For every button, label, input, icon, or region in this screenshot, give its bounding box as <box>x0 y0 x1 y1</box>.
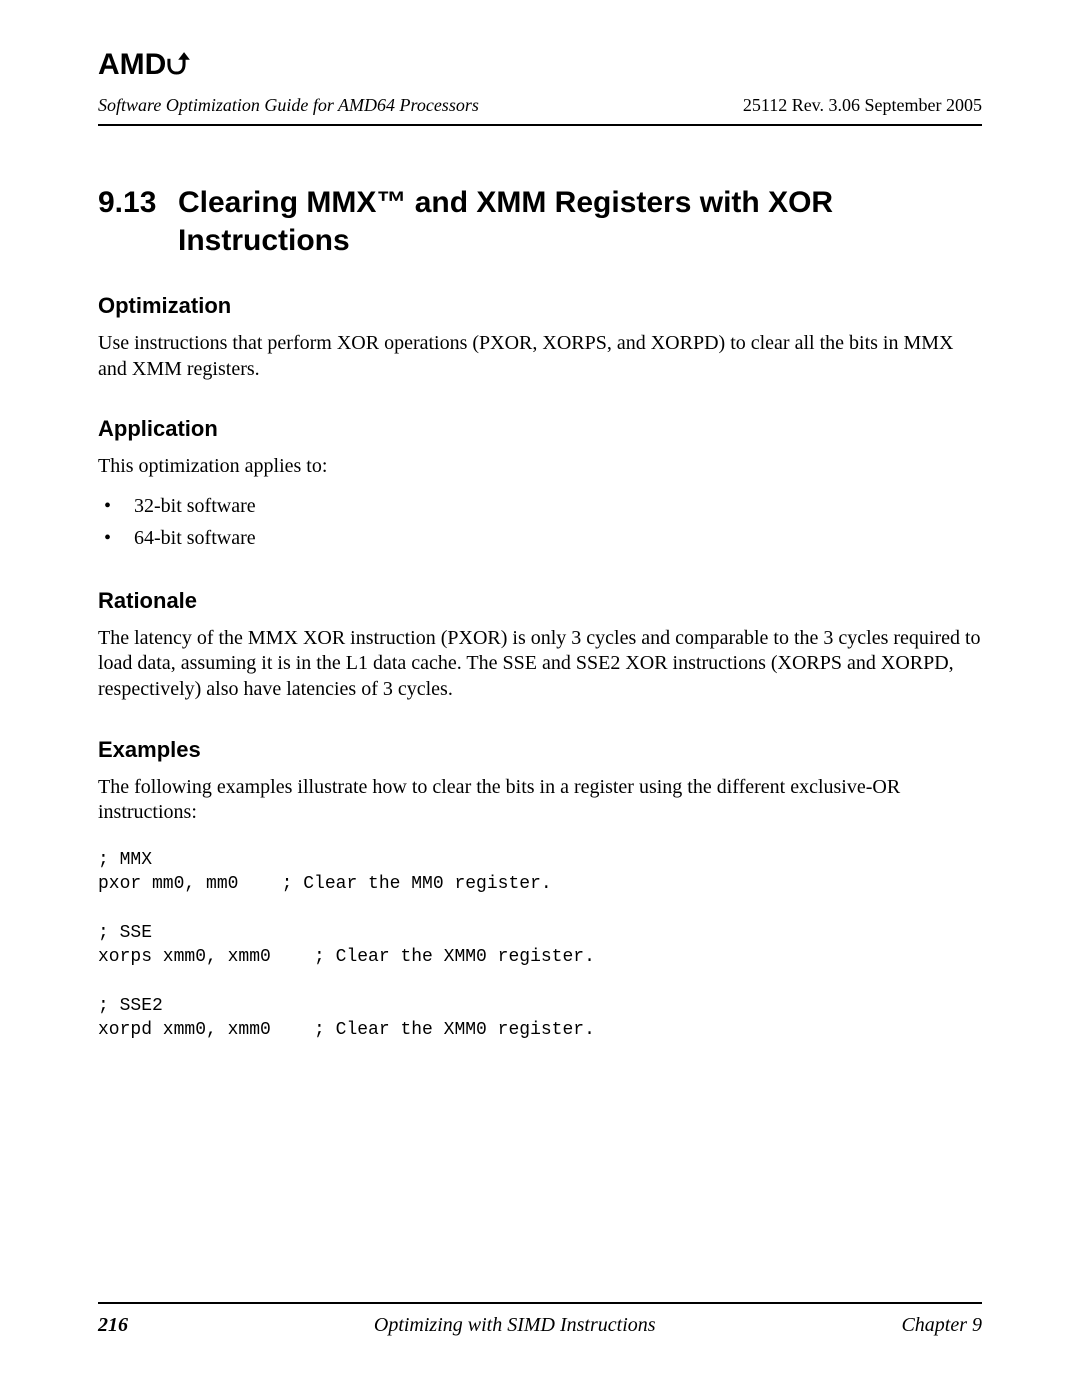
rationale-text: The latency of the MMX XOR instruction (… <box>98 626 982 703</box>
running-footer: 216 Optimizing with SIMD Instructions Ch… <box>98 1302 982 1337</box>
page-number: 216 <box>98 1314 128 1337</box>
doc-meta: 25112 Rev. 3.06 September 2005 <box>743 95 982 116</box>
running-header: Software Optimization Guide for AMD64 Pr… <box>98 95 982 122</box>
list-item: 32-bit software <box>98 490 982 522</box>
page: AMD⮍ Software Optimization Guide for AMD… <box>0 0 1080 1397</box>
footer-row: 216 Optimizing with SIMD Instructions Ch… <box>98 1314 982 1337</box>
footer-center: Optimizing with SIMD Instructions <box>128 1314 901 1337</box>
code-block: ; MMX pxor mm0, mm0 ; Clear the MM0 regi… <box>98 848 982 1042</box>
application-list: 32-bit software 64-bit software <box>98 490 982 554</box>
subhead-application: Application <box>98 416 982 442</box>
list-item: 64-bit software <box>98 522 982 554</box>
footer-rule <box>98 1302 982 1304</box>
logo-text: AMD <box>98 48 166 81</box>
subhead-rationale: Rationale <box>98 588 982 614</box>
section-number: 9.13 <box>98 184 178 259</box>
optimization-text: Use instructions that perform XOR operat… <box>98 331 982 382</box>
section-heading: 9.13 Clearing MMX™ and XMM Registers wit… <box>98 184 982 259</box>
subhead-optimization: Optimization <box>98 293 982 319</box>
logo-glyph-icon: ⮍ <box>166 42 190 93</box>
examples-intro: The following examples illustrate how to… <box>98 775 982 826</box>
doc-title: Software Optimization Guide for AMD64 Pr… <box>98 95 479 116</box>
header-rule <box>98 124 982 126</box>
application-intro: This optimization applies to: <box>98 454 982 480</box>
amd-logo: AMD⮍ <box>98 42 982 93</box>
section-title-text: Clearing MMX™ and XMM Registers with XOR… <box>178 184 982 259</box>
subhead-examples: Examples <box>98 737 982 763</box>
footer-chapter: Chapter 9 <box>901 1314 982 1337</box>
